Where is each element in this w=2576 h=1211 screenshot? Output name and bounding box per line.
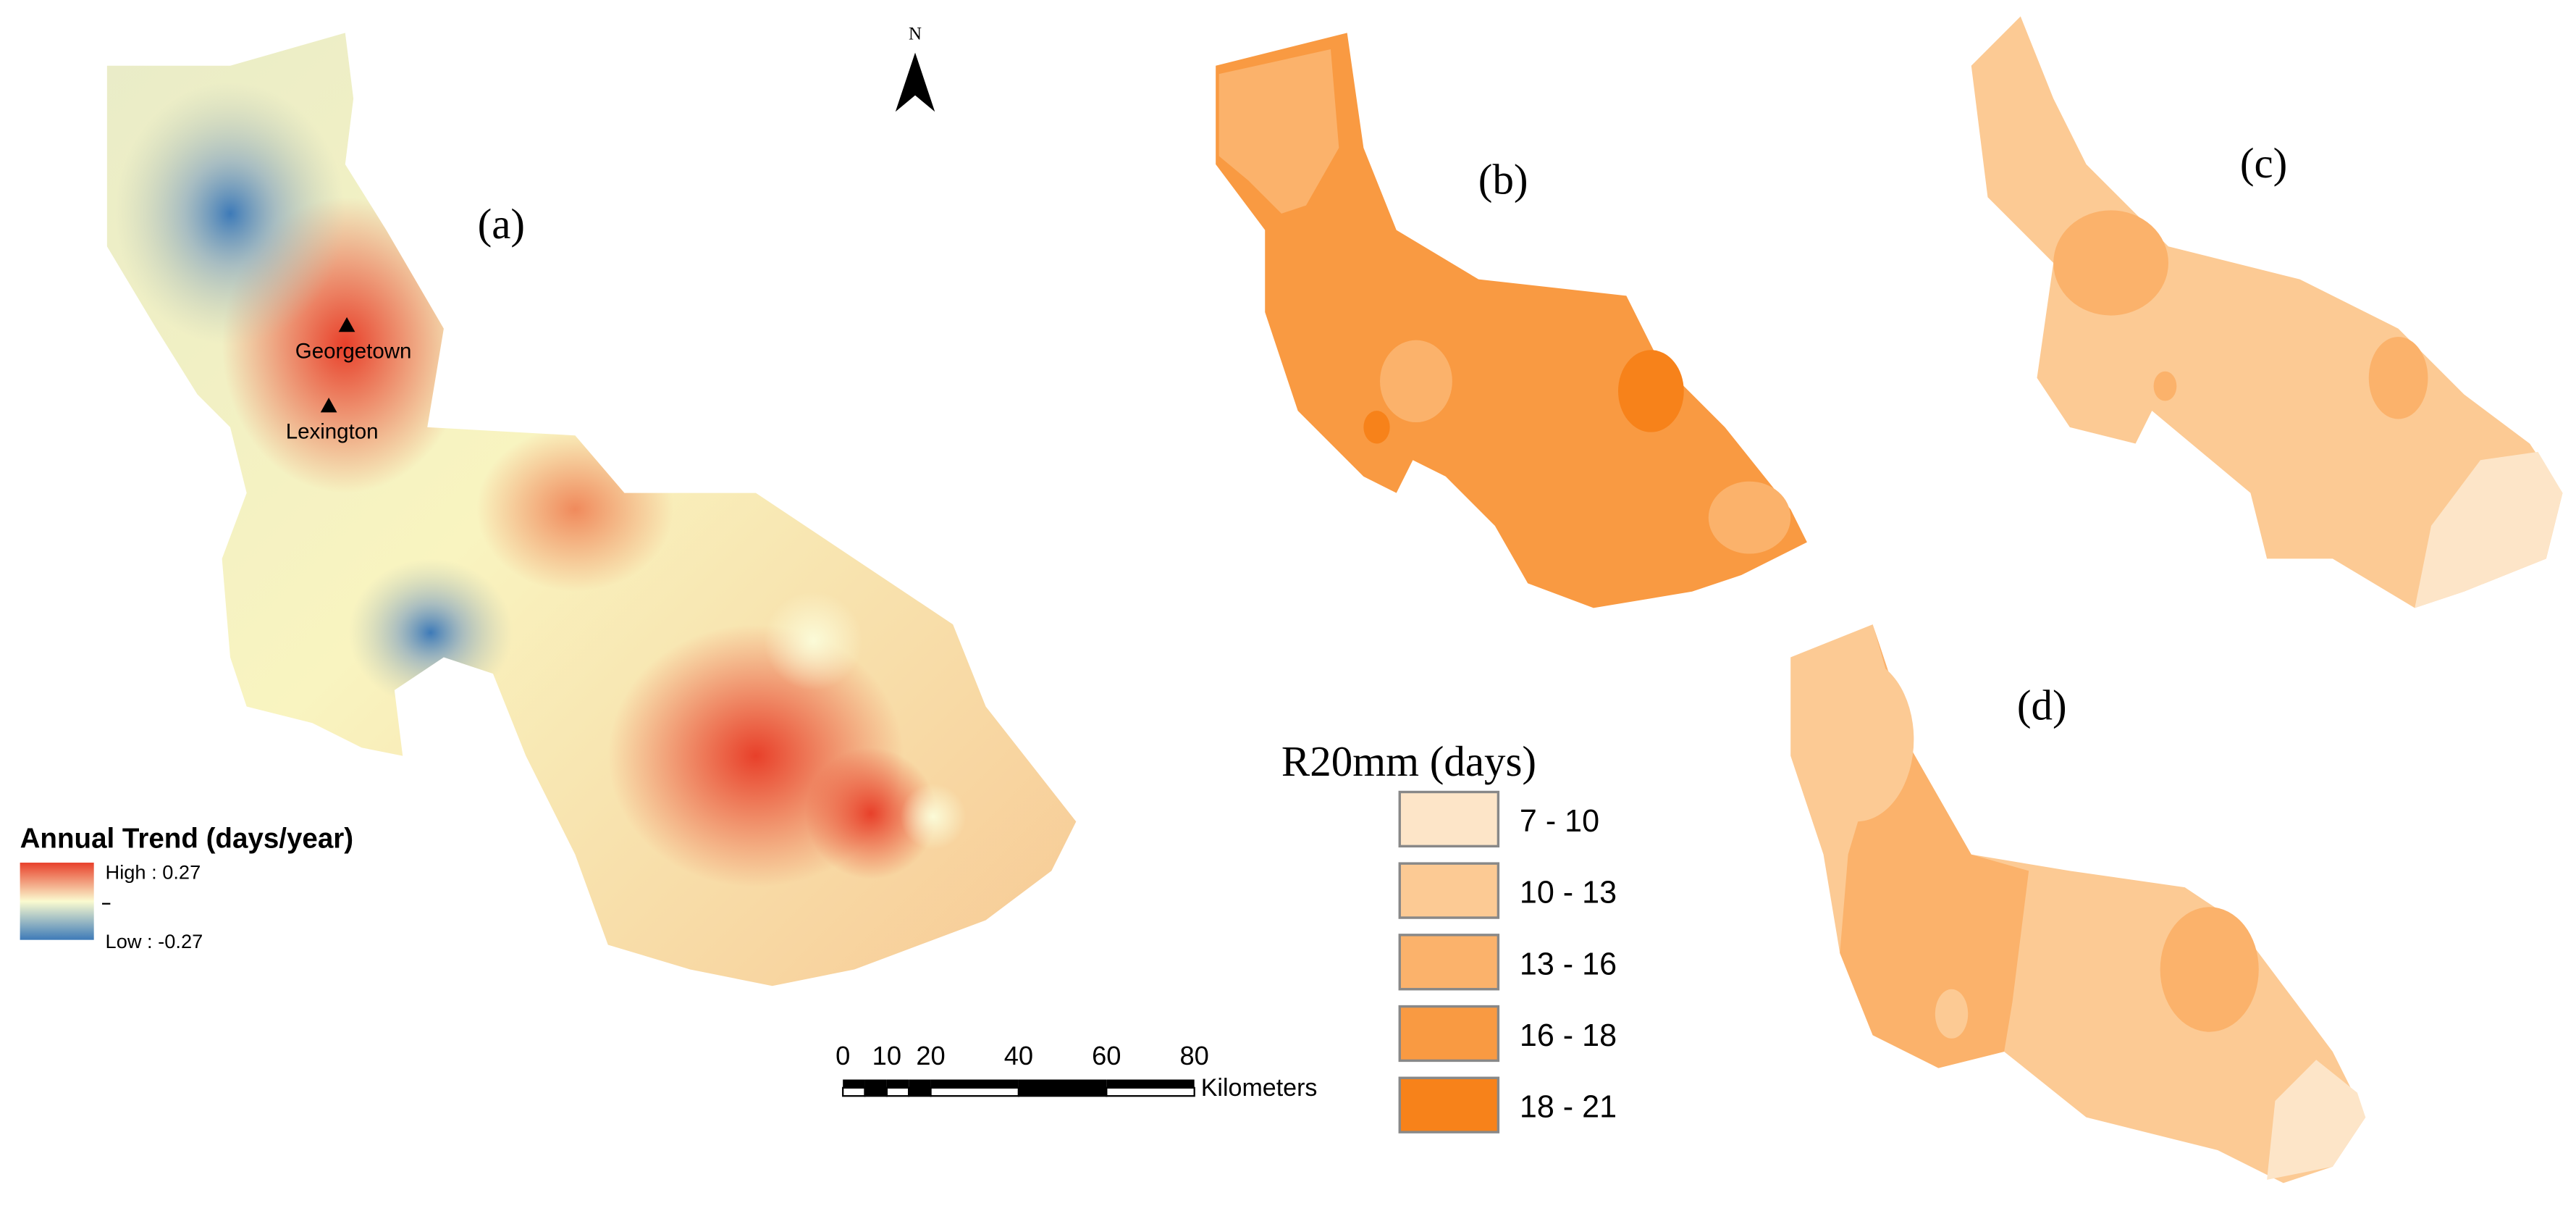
scale-unit: Kilometers xyxy=(1201,1074,1318,1102)
panel-label: (b) xyxy=(1478,156,1528,204)
scale-segment xyxy=(842,1086,866,1097)
legend-swatch xyxy=(1398,790,1500,848)
legend-title: Annual Trend (days/year) xyxy=(20,824,354,855)
legend-label: 13 - 16 xyxy=(1520,947,1617,981)
scale-segment xyxy=(843,1079,865,1088)
scale-tick-label: 10 xyxy=(872,1041,901,1070)
scale-segment xyxy=(885,1086,910,1097)
legend-label: 10 - 13 xyxy=(1520,876,1617,910)
legend-swatch xyxy=(1398,862,1500,919)
legend-label: 7 - 10 xyxy=(1520,804,1599,839)
class-zone xyxy=(1971,16,2563,608)
scale-tick-label: 40 xyxy=(1004,1041,1033,1070)
class-zone xyxy=(1618,350,1684,432)
scale-tick-label: 60 xyxy=(1092,1041,1121,1070)
scale-segment xyxy=(1018,1079,1107,1088)
scale-tick-label: 20 xyxy=(916,1041,945,1070)
legend-swatch xyxy=(1398,1005,1500,1063)
scale-bar: 0 10 20 40 60 80 Kilometers xyxy=(835,1041,1317,1102)
class-zone xyxy=(1380,340,1452,423)
class-zone xyxy=(1218,49,1339,214)
city-label: Georgetown xyxy=(295,340,412,364)
scale-segment xyxy=(864,1086,888,1097)
class-zone xyxy=(1935,989,1969,1039)
class-zone xyxy=(2415,451,2563,608)
scale-segment xyxy=(864,1079,887,1088)
legend-label: 16 - 18 xyxy=(1520,1018,1617,1053)
scale-tick-label: 0 xyxy=(835,1041,850,1070)
class-zone xyxy=(2160,907,2259,1032)
class-zone xyxy=(1363,411,1390,444)
legend-low: Low : -0.27 xyxy=(106,930,203,952)
legend-swatch xyxy=(1398,1076,1500,1134)
panel-label: (c) xyxy=(2240,139,2287,187)
city-label: Lexington xyxy=(286,420,379,444)
scale-segment xyxy=(908,1086,932,1097)
legend-high: High : 0.27 xyxy=(106,861,201,884)
class-zone xyxy=(1216,33,1807,608)
class-zone xyxy=(1708,481,1791,554)
panel-label: (d) xyxy=(2017,682,2067,729)
legend-swatch xyxy=(1398,934,1500,991)
class-zone xyxy=(2053,210,2168,316)
class-zone xyxy=(1840,624,2029,1068)
trend-legend: Annual Trend (days/year) High : 0.27 Low… xyxy=(20,824,354,952)
class-zone xyxy=(2368,337,2428,419)
scale-segment xyxy=(1106,1086,1195,1097)
legend-label: 18 - 21 xyxy=(1520,1090,1617,1125)
class-legend: R20mm (days) 7 - 10 10 - 13 13 - 16 16 - 18… xyxy=(1281,737,1617,1134)
scale-segment xyxy=(930,1079,1019,1088)
scale-segment xyxy=(886,1079,909,1088)
scale-segment xyxy=(1106,1079,1195,1088)
city-marker xyxy=(320,398,337,413)
class-zone xyxy=(2153,371,2177,401)
scale-segment xyxy=(1017,1086,1108,1097)
north-label: N xyxy=(909,24,922,43)
north-arrow: N xyxy=(895,24,935,112)
legend-title: R20mm (days) xyxy=(1281,737,1536,785)
scale-segment xyxy=(930,1086,1020,1097)
panel-c-map xyxy=(1971,16,2563,608)
scale-segment xyxy=(909,1079,931,1088)
class-zone xyxy=(2267,1060,2366,1180)
city-marker xyxy=(338,317,355,332)
panel-a-map xyxy=(106,33,1077,986)
scale-tick-label: 80 xyxy=(1180,1041,1209,1070)
panel-d-map xyxy=(1790,624,2366,1183)
class-zone xyxy=(1798,657,1914,822)
panel-label: (a) xyxy=(478,200,525,248)
panel-b-map xyxy=(1216,33,1807,608)
